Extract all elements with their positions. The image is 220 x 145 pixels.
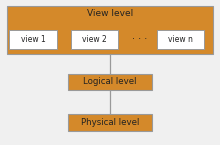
FancyBboxPatch shape xyxy=(9,30,57,49)
Text: Logical level: Logical level xyxy=(83,77,137,86)
Text: view 1: view 1 xyxy=(21,35,45,44)
Text: View level: View level xyxy=(87,9,133,18)
Text: view 2: view 2 xyxy=(82,35,107,44)
FancyBboxPatch shape xyxy=(7,6,213,54)
Text: Physical level: Physical level xyxy=(81,118,139,127)
FancyBboxPatch shape xyxy=(157,30,204,49)
Text: . . .: . . . xyxy=(132,31,147,40)
FancyBboxPatch shape xyxy=(68,114,152,131)
FancyBboxPatch shape xyxy=(68,74,152,90)
Text: view n: view n xyxy=(168,35,193,44)
FancyBboxPatch shape xyxy=(71,30,118,49)
